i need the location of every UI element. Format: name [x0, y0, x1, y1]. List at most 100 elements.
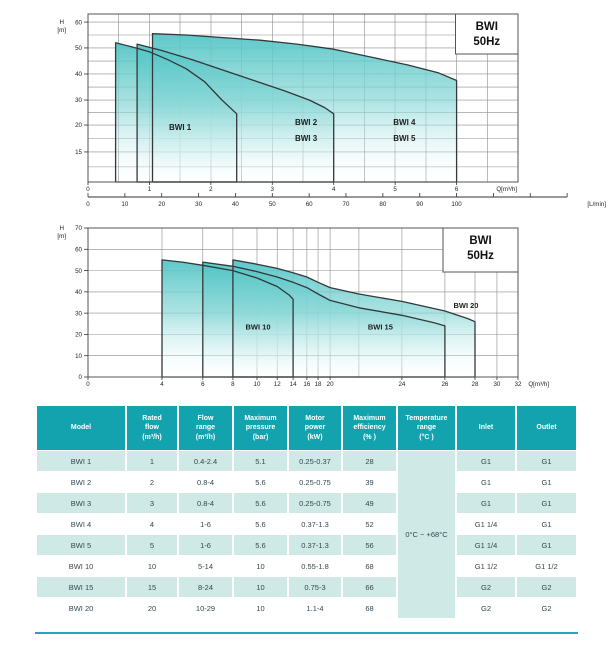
table-cell-flow_range: 1-6 — [179, 514, 232, 534]
x-tick-label: 0 — [86, 186, 90, 193]
table-cell-max_pressure: 5.6 — [234, 514, 287, 534]
lmin-tick-label: 20 — [158, 201, 165, 208]
table-cell-rated_flow: 1 — [127, 451, 177, 471]
region-label: BWI 2 — [295, 118, 318, 127]
x-tick-label: 1 — [148, 186, 152, 193]
table-cell-outlet: G1 — [517, 535, 576, 555]
x-tick-label: 14 — [290, 381, 297, 388]
table-row: BWI 5 5 1-6 5.6 0.37-1.3 56 G1 1/4 G1 — [37, 535, 576, 555]
x-tick-label: 6 — [455, 186, 459, 193]
column-header: Maximum efficiency (% ) — [343, 406, 396, 450]
table-cell-max_pressure: 10 — [234, 577, 287, 597]
table-cell-inlet: G1 1/4 — [457, 535, 515, 555]
pump-envelope-curve — [232, 259, 476, 378]
x-tick-label: 2 — [209, 186, 213, 193]
pump-envelope-fill — [162, 259, 294, 377]
table-cell-max_pressure: 10 — [234, 598, 287, 618]
column-header: Motor power (kW) — [289, 406, 341, 450]
table-row: BWI 10 10 5-14 10 0.55-1.8 68 G1 1/2 G1 1/2 — [37, 556, 576, 576]
column-header: Inlet — [457, 406, 515, 450]
x-tick-label: 4 — [160, 381, 164, 388]
y-tick-label: 70 — [75, 225, 82, 232]
column-header: Rated flow (m³/h) — [127, 406, 177, 450]
table-cell-flow_range: 0.8-4 — [179, 493, 232, 513]
table-cell-motor_power: 0.75-3 — [289, 577, 341, 597]
table-cell-rated_flow: 10 — [127, 556, 177, 576]
pump-envelope-fill — [115, 42, 237, 182]
chart-title: BWI — [476, 21, 498, 33]
table-cell-rated_flow: 3 — [127, 493, 177, 513]
y-tick-label: 30 — [75, 97, 82, 104]
table-cell-outlet: G1 — [517, 472, 576, 492]
table-cell-flow_range: 0.4-2.4 — [179, 451, 232, 471]
x-tick-label: 5 — [393, 186, 397, 193]
table-cell-outlet: G1 — [517, 514, 576, 534]
chart-title: 50Hz — [473, 36, 500, 48]
spec-table: Model Rated flow (m³/h) Flow range (m³/h) M… — [35, 405, 578, 619]
table-bottom-accent-line — [35, 632, 578, 634]
y-tick-label: 40 — [75, 289, 82, 296]
pump-envelope-curve — [136, 43, 335, 183]
table-row: BWI 1 1 0.4-2.4 5.1 0.25-0.37 28 0°C ~ +68°C G1… — [37, 451, 576, 618]
table-cell-temperature-range: 0°C ~ +68°C — [398, 451, 455, 618]
table-cell-inlet: G1 — [457, 451, 515, 471]
lmin-tick-label: 50 — [269, 201, 276, 208]
table-cell-model: BWI 3 — [37, 493, 125, 513]
chart-title-box — [455, 13, 519, 55]
lmin-tick-label: 100 — [451, 201, 462, 208]
lmin-tick-label: 90 — [416, 201, 423, 208]
y-tick-label: 10 — [75, 353, 82, 360]
table-cell-model: BWI 1 — [37, 451, 125, 471]
table-cell-max_pressure: 5.1 — [234, 451, 287, 471]
table-cell-model: BWI 10 — [37, 556, 125, 576]
x-tick-label: 24 — [398, 381, 405, 388]
table-cell-motor_power: 0.37-1.3 — [289, 535, 341, 555]
x-tick-label: 12 — [274, 381, 281, 388]
region-label: BWI 20 — [453, 301, 478, 310]
y-tick-label: 60 — [75, 246, 82, 253]
table-cell-model: BWI 5 — [37, 535, 125, 555]
table-cell-outlet: G1 — [517, 451, 576, 471]
region-label: BWI 1 — [169, 123, 192, 132]
table-cell-max_pressure: 5.6 — [234, 493, 287, 513]
table-cell-outlet: G1 — [517, 493, 576, 513]
region-label: BWI 5 — [393, 134, 416, 143]
pump-envelope-curve — [114, 42, 238, 183]
lmin-tick-label: 10 — [121, 201, 128, 208]
x-tick-label: 20 — [327, 381, 334, 388]
table-cell-rated_flow: 20 — [127, 598, 177, 618]
table-cell-max_pressure: 5.6 — [234, 472, 287, 492]
column-header: Outlet — [517, 406, 576, 450]
table-cell-max_efficiency: 28 — [343, 451, 396, 471]
pump-envelope-curve — [151, 33, 458, 183]
table-cell-max_efficiency: 66 — [343, 577, 396, 597]
y-tick-label: 50 — [75, 45, 82, 52]
pump-envelope-curve — [161, 259, 294, 378]
y-tick-label: 40 — [75, 71, 82, 78]
table-cell-max_efficiency: 68 — [343, 556, 396, 576]
table-cell-rated_flow: 4 — [127, 514, 177, 534]
x-tick-label: 4 — [332, 186, 336, 193]
table-cell-rated_flow: 15 — [127, 577, 177, 597]
x-axis-unit-label: Q[m³/h] — [496, 186, 517, 193]
table-cell-motor_power: 0.25-0.75 — [289, 493, 341, 513]
column-header: Model — [37, 406, 125, 450]
y-tick-label: 20 — [75, 332, 82, 339]
table-cell-flow_range: 5-14 — [179, 556, 232, 576]
table-cell-model: BWI 4 — [37, 514, 125, 534]
table-cell-motor_power: 0.55-1.8 — [289, 556, 341, 576]
pump-curve-chart-lower: BWI 10 BWI 15 BWI 20 BWI 50Hz 70 60 50 40 30 20 10 0… — [0, 213, 609, 403]
y-tick-label: 60 — [75, 19, 82, 26]
column-header: Flow range (m³/h) — [179, 406, 232, 450]
table-row: BWI 4 4 1-6 5.6 0.37-1.3 52 G1 1/4 G1 — [37, 514, 576, 534]
table-cell-outlet: G2 — [517, 577, 576, 597]
table-row: BWI 3 3 0.8-4 5.6 0.25-0.75 49 G1 G1 — [37, 493, 576, 513]
x-tick-label: 3 — [271, 186, 275, 193]
table-cell-inlet: G1 — [457, 493, 515, 513]
pump-envelope-curve — [202, 261, 446, 378]
x-tick-label: 10 — [254, 381, 261, 388]
pump-curve-chart-upper: BWI 1 BWI 2 BWI 3 BWI 4 BWI 5 BWI 50Hz 60 50 40 30… — [0, 0, 609, 213]
lmin-tick-label: 60 — [306, 201, 313, 208]
table-cell-inlet: G2 — [457, 598, 515, 618]
